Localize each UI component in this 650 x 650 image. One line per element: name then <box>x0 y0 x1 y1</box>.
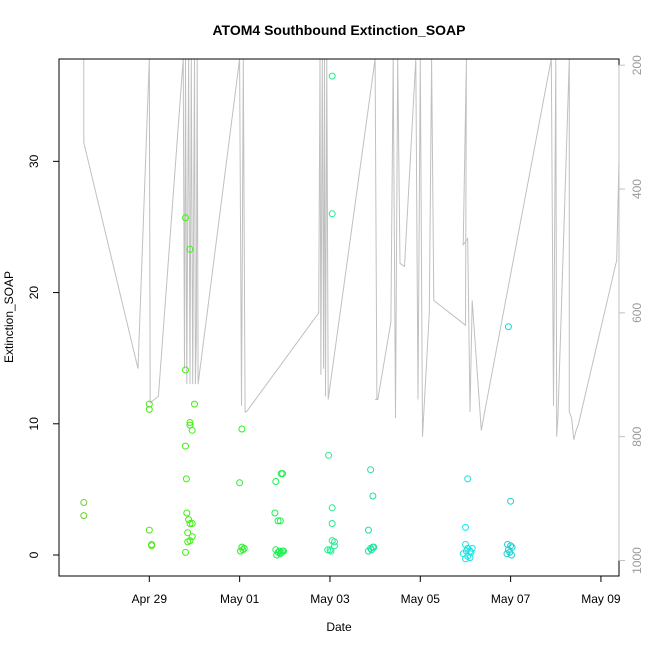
data-point <box>182 475 190 483</box>
x-tick-label: May 03 <box>310 592 350 606</box>
data-point <box>188 520 196 527</box>
y-axis-label: Extinction_SOAP <box>2 271 16 363</box>
data-point <box>623 542 629 548</box>
x-tick-label: May 05 <box>401 592 441 606</box>
y2-tick-label: 600 <box>630 303 644 323</box>
data-point <box>324 546 332 554</box>
data-point <box>145 405 153 413</box>
data-point <box>462 523 469 531</box>
data-point <box>188 533 196 541</box>
x-tick-label: May 09 <box>581 592 621 606</box>
data-point <box>185 516 193 524</box>
data-point <box>145 526 153 534</box>
data-point <box>626 536 632 542</box>
data-point <box>327 547 335 555</box>
data-point <box>186 520 194 527</box>
data-point <box>275 547 283 555</box>
y2-axis: 200 400 600 800 1000 <box>618 55 644 574</box>
x-axis: Apr 29 May 01 May 03 May 05 May 07 May 09 <box>132 575 621 606</box>
data-point <box>186 245 194 253</box>
data-point <box>274 517 282 525</box>
data-point <box>464 475 472 483</box>
data-point <box>279 470 286 478</box>
chart-title: ATOM4 Southbound Extinction_SOAP <box>212 22 465 38</box>
data-point <box>507 542 515 550</box>
data-point <box>503 550 511 558</box>
y-axis: 0 10 20 30 <box>27 154 60 558</box>
data-point <box>191 400 198 408</box>
y-tick-label: 30 <box>27 154 41 168</box>
data-point <box>364 526 372 534</box>
data-point <box>467 548 475 556</box>
data-point <box>370 543 378 551</box>
data-point <box>328 210 336 218</box>
data-point <box>621 549 627 555</box>
data-point <box>80 499 88 506</box>
data-point <box>462 541 469 548</box>
y2-tick-label: 400 <box>630 179 644 199</box>
y-tick-label: 0 <box>27 551 41 558</box>
data-point <box>367 466 375 474</box>
data-point <box>331 542 338 550</box>
x-tick-label: Apr 29 <box>132 592 168 606</box>
data-point <box>462 547 470 555</box>
y2-tick-label: 800 <box>630 426 644 446</box>
x-axis-label: Date <box>326 620 352 634</box>
altitude-trace-layer <box>83 59 619 440</box>
data-point <box>236 479 244 487</box>
data-point <box>369 492 377 500</box>
data-point <box>148 542 156 550</box>
data-point <box>182 442 189 450</box>
data-point <box>271 509 279 517</box>
data-point <box>328 504 336 512</box>
altitude-trace-line <box>83 59 619 440</box>
data-point <box>276 517 284 525</box>
data-point <box>182 214 189 222</box>
data-point <box>239 546 247 554</box>
data-point <box>331 538 338 546</box>
data-point <box>238 425 246 433</box>
data-point <box>80 512 88 520</box>
data-point <box>621 523 627 529</box>
y2-tick-label: 200 <box>630 55 644 75</box>
data-point <box>328 520 336 527</box>
data-point <box>182 548 189 556</box>
x-tick-label: May 01 <box>220 592 260 606</box>
data-point <box>507 497 515 505</box>
data-point <box>466 554 474 562</box>
data-point <box>468 544 476 552</box>
data-point <box>280 547 287 555</box>
data-point <box>183 509 191 517</box>
x-tick-label: May 07 <box>491 592 531 606</box>
data-point <box>184 538 192 546</box>
data-point <box>623 527 629 533</box>
data-point <box>328 72 336 80</box>
data-point <box>186 419 194 426</box>
data-point <box>625 535 631 541</box>
y-tick-label: 20 <box>27 286 41 300</box>
data-point <box>272 478 280 485</box>
data-point <box>504 323 512 331</box>
data-point <box>145 400 153 408</box>
data-point <box>621 540 627 546</box>
data-point <box>326 546 334 554</box>
data-point <box>325 451 333 459</box>
data-point <box>184 529 192 537</box>
data-point <box>182 366 189 374</box>
data-point <box>508 551 515 559</box>
y2-tick-label: 1000 <box>630 547 644 574</box>
data-point <box>188 426 196 434</box>
y-tick-label: 10 <box>27 417 41 431</box>
points-layer <box>80 72 632 563</box>
